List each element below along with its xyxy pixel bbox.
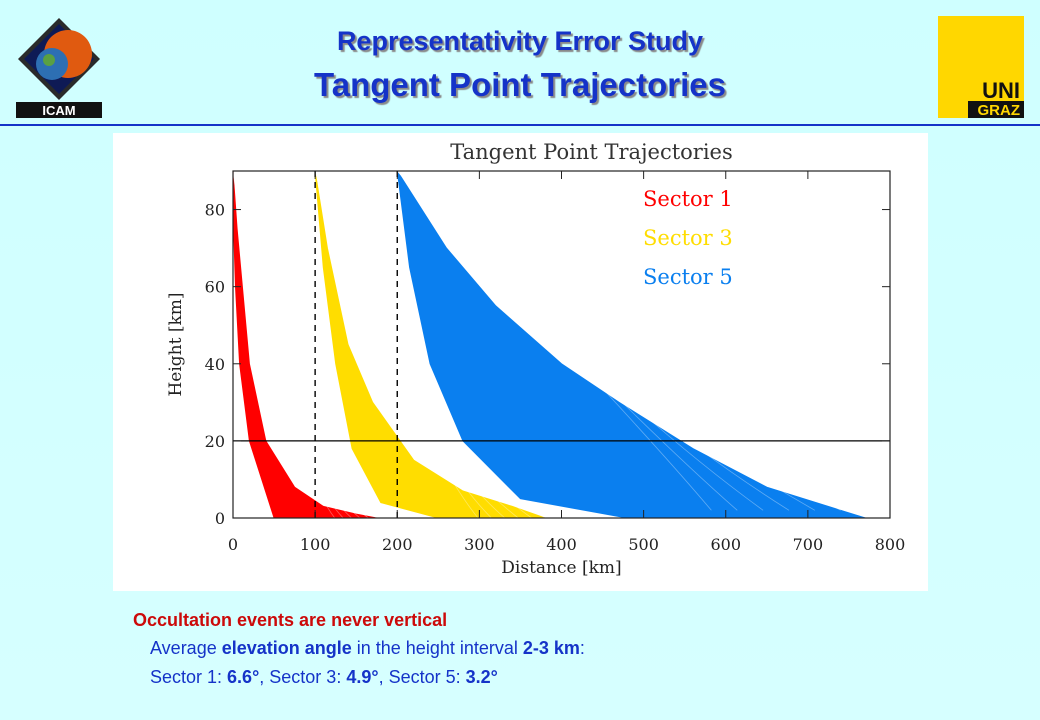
graz-logo-text: GRAZ (978, 102, 1021, 118)
series-strand-1 (232, 170, 336, 519)
y-tick-label: 40 (205, 355, 225, 374)
sector1-angle-label: Sector 1: (150, 667, 228, 687)
series-strand-1 (232, 170, 377, 519)
series-strand-1 (232, 170, 361, 519)
series-strand-3 (396, 170, 841, 511)
series-strand-3 (396, 170, 764, 511)
note-text: in the height interval (351, 638, 523, 658)
x-tick-label: 0 (228, 535, 238, 554)
note-emphasis: elevation angle (221, 638, 352, 658)
note-text: : (579, 638, 585, 658)
series-strand-2 (314, 170, 519, 519)
series-strand-2 (314, 170, 506, 519)
legend-entry-2: Sector 3 (643, 226, 733, 250)
series-strand-3 (396, 170, 816, 511)
uni-graz-logo-graphic: UNI GRAZ (938, 16, 1024, 119)
trajectory-chart: 0 100 200 300 400 500 600 700 800 0 20 40 60 80 Tangen… (166, 140, 906, 578)
y-tick-label: 0 (215, 509, 225, 528)
slide-subtitle: Tangent Point Trajectories (314, 66, 726, 103)
y-tick-label: 20 (205, 432, 225, 451)
chart-title: Tangent Point Trajectories (450, 140, 733, 164)
x-tick-label: 100 (300, 535, 331, 554)
series-strand-2 (314, 170, 492, 519)
uni-graz-logo: UNI GRAZ (938, 16, 1024, 119)
icam-logo-text: ICAM (42, 103, 75, 118)
note-headline: Occultation events are never vertical (133, 610, 448, 630)
slide-title: Representativity Error Study (336, 26, 704, 56)
y-axis-label: Height [km] (166, 292, 186, 396)
note-sector-angles: Sector 1: 6.6°, Sector 3: 4.9°, Sector 5… (150, 667, 498, 688)
series-band-1 (232, 170, 377, 519)
x-tick-label: 200 (382, 535, 413, 554)
legend-entry-1: Sector 1 (643, 187, 733, 211)
series-band-3 (396, 170, 866, 519)
x-tick-label: 800 (875, 535, 906, 554)
sector3-angle-value: 4.9° (346, 667, 379, 687)
series-strand-3 (396, 170, 738, 511)
x-axis-label: Distance [km] (501, 558, 621, 578)
series-strand-1 (232, 170, 369, 519)
series-strand-2 (314, 170, 546, 519)
sector5-angle-label: , Sector 5: (378, 667, 466, 687)
chart-panel: 0 100 200 300 400 500 600 700 800 0 20 40 60 80 Tangen… (113, 133, 928, 591)
x-tick-label: 400 (546, 535, 577, 554)
y-tick-label: 80 (205, 201, 225, 220)
series-strand-1 (232, 170, 352, 519)
sector1-angle-value: 6.6° (227, 667, 260, 687)
sector5-angle-value: 3.2° (465, 667, 498, 687)
x-tick-label: 300 (464, 535, 495, 554)
x-tick-label: 700 (793, 535, 824, 554)
y-tick-label: 60 (205, 278, 225, 297)
uni-logo-text: UNI (982, 78, 1020, 103)
series-strand-1 (232, 170, 344, 519)
icam-logo-graphic: ICAM (16, 18, 102, 118)
title-divider (0, 124, 1040, 126)
x-tick-label: 500 (628, 535, 659, 554)
series-strand-3 (396, 170, 790, 511)
note-text: Average (150, 638, 222, 658)
legend-entry-3: Sector 5 (643, 265, 733, 289)
series-strand-2 (314, 170, 532, 519)
icam-logo: ICAM (16, 16, 102, 118)
sector3-angle-label: , Sector 3: (259, 667, 347, 687)
note-elevation-description: Average elevation angle in the height in… (150, 638, 585, 659)
x-tick-label: 600 (710, 535, 741, 554)
series-strand-3 (396, 170, 712, 511)
series-strand-2 (314, 170, 479, 519)
note-height-interval: 2-3 km (522, 638, 580, 658)
